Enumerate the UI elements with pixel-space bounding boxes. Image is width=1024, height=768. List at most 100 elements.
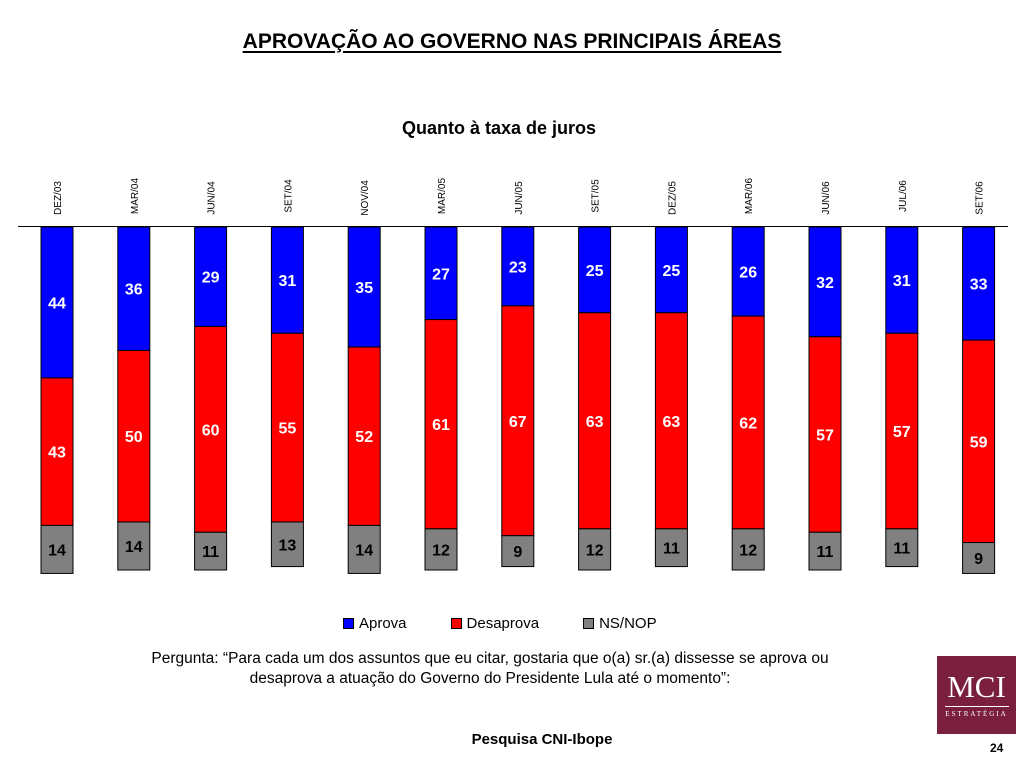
survey-question: Pergunta: “Para cada um dos assuntos que…	[151, 650, 829, 687]
bar-segment-aprova	[347, 226, 381, 348]
stacked-bar-chart: Quanto à taxa de juros DEZ/03 44 43 14 MAR/0…	[18, 118, 1008, 574]
data-label-desaprova: 61	[432, 417, 450, 434]
legend-label-desaprova: Desaprova	[466, 614, 540, 632]
data-label-desaprova: 43	[48, 445, 66, 462]
data-label-aprova: 23	[509, 259, 527, 276]
bar-segment-ns-nop	[347, 524, 381, 574]
bar-segment-ns-nop	[501, 535, 535, 568]
bar-segment-ns-nop	[654, 528, 688, 568]
bar-segment-aprova	[578, 226, 612, 314]
logo-sub-text: ESTRATÉGIA	[945, 710, 1008, 718]
data-label-aprova: 32	[816, 275, 834, 292]
bar-segment-desaprova	[347, 346, 381, 526]
page-title-text: APROVAÇÃO AO GOVERNO NAS PRINCIPAIS ÁREA…	[242, 30, 782, 53]
x-tick-label: JUL/06	[898, 180, 909, 212]
data-label-ns-nop: 11	[663, 541, 680, 558]
legend-swatch-desaprova	[450, 617, 462, 629]
x-tick-label: JUN/05	[514, 181, 525, 215]
bar-segment-desaprova	[270, 332, 304, 523]
bar-segment-desaprova	[501, 305, 535, 537]
page-title: APROVAÇÃO AO GOVERNO NAS PRINCIPAIS ÁREA…	[0, 30, 1024, 54]
legend-item-ns-nop: NS/NOP	[583, 615, 657, 632]
bar-segment-ns-nop	[424, 528, 458, 571]
data-label-aprova: 35	[355, 280, 373, 297]
x-tick-label: NOV/04	[360, 180, 371, 216]
bar-segment-ns-nop	[808, 531, 842, 571]
x-tick-label: DEZ/03	[53, 181, 64, 215]
bar-segment-ns-nop	[731, 528, 765, 571]
logo-divider	[944, 706, 1009, 707]
x-tick-label: SET/06	[975, 181, 986, 215]
data-label-ns-nop: 9	[974, 551, 983, 568]
x-tick-label: SET/05	[591, 179, 602, 213]
data-label-aprova: 31	[893, 273, 911, 290]
data-label-aprova: 31	[279, 273, 297, 290]
data-label-ns-nop: 11	[202, 544, 219, 561]
bar-segment-desaprova	[424, 319, 458, 530]
bar-segment-ns-nop	[194, 531, 228, 571]
bar-segment-desaprova	[731, 315, 765, 530]
x-tick-label: MAR/04	[130, 178, 141, 215]
source-label: Pesquisa CNI-Ibope	[471, 731, 613, 748]
data-label-ns-nop: 12	[739, 542, 757, 559]
data-label-aprova: 25	[586, 263, 604, 280]
bar-segment-ns-nop	[885, 528, 919, 568]
data-label-desaprova: 63	[663, 414, 681, 431]
legend-swatch-aprova	[343, 617, 354, 629]
data-label-desaprova: 55	[279, 421, 297, 438]
logo-main-text: MCI	[947, 669, 1006, 704]
mci-logo: MCI ESTRATÉGIA	[937, 656, 1016, 734]
data-label-aprova: 36	[125, 282, 143, 299]
data-label-aprova: 33	[970, 277, 988, 294]
data-label-ns-nop: 14	[48, 542, 66, 559]
page-number: 24	[990, 741, 1004, 755]
data-label-ns-nop: 11	[893, 541, 910, 558]
data-label-aprova: 26	[739, 265, 757, 282]
bar-segment-aprova	[808, 226, 842, 338]
bar-segment-aprova	[194, 226, 228, 327]
data-label-ns-nop: 9	[513, 544, 522, 561]
legend-item-aprova: Aprova	[343, 615, 407, 632]
bar-segment-aprova	[731, 226, 765, 317]
x-tick-label: JUN/06	[821, 181, 832, 215]
bar-segment-desaprova	[117, 349, 151, 523]
data-label-desaprova: 52	[355, 429, 373, 446]
legend-label-ns-nop: NS/NOP	[599, 614, 657, 632]
bar-segment-desaprova	[962, 339, 996, 544]
data-label-desaprova: 50	[125, 429, 143, 446]
bar-segment-ns-nop	[270, 521, 304, 568]
data-label-desaprova: 63	[586, 414, 604, 431]
data-label-desaprova: 57	[816, 428, 834, 445]
bar-segment-desaprova	[194, 325, 228, 533]
bar-segment-ns-nop	[117, 521, 151, 571]
x-tick-label: MAR/06	[744, 178, 755, 215]
data-label-ns-nop: 11	[817, 544, 834, 561]
data-label-desaprova: 67	[509, 414, 527, 431]
bar-segment-ns-nop	[40, 524, 74, 574]
bar-segment-desaprova	[808, 336, 842, 533]
legend-swatch-ns-nop	[583, 617, 595, 629]
x-tick-label: SET/04	[283, 179, 294, 213]
data-label-aprova: 25	[663, 263, 681, 280]
bar-segment-ns-nop	[578, 528, 612, 571]
data-label-aprova: 27	[432, 266, 450, 283]
chart-title: Quanto à taxa de juros	[402, 118, 596, 138]
legend-item-desaprova: Desaprova	[450, 614, 540, 632]
data-label-desaprova: 57	[893, 424, 911, 441]
data-label-ns-nop: 12	[432, 542, 450, 559]
bar-segment-aprova	[962, 226, 996, 341]
data-label-desaprova: 62	[739, 416, 757, 433]
data-label-ns-nop: 12	[586, 542, 604, 559]
data-label-aprova: 29	[202, 270, 220, 287]
data-label-desaprova: 60	[202, 422, 220, 439]
chart-plot-area: DEZ/03 44 43 14 MAR/04 36 50 14 JUN/04 29 60 11 SET/…	[40, 178, 996, 574]
chart-legend: Aprova Desaprova NS/NOP	[343, 613, 701, 633]
bar-segment-aprova	[424, 226, 458, 321]
x-tick-label: MAR/05	[437, 178, 448, 215]
data-label-aprova: 44	[48, 295, 66, 312]
x-tick-label: DEZ/05	[667, 181, 678, 215]
x-tick-label: JUN/04	[207, 181, 218, 215]
data-label-ns-nop: 13	[279, 537, 297, 554]
bar-segment-aprova	[40, 226, 74, 379]
bar-segment-ns-nop	[962, 542, 996, 574]
